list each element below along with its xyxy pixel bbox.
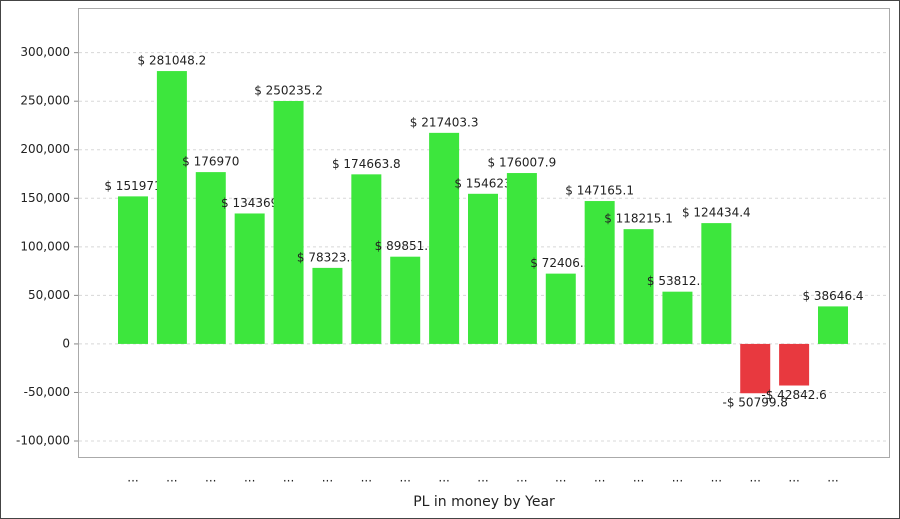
value-label: $ 281048.2 [138, 54, 207, 68]
x-tick-label: ... [516, 471, 527, 485]
x-tick-label: ... [633, 471, 644, 485]
bar [623, 229, 654, 344]
bar [779, 343, 810, 386]
value-label: $ 38646.4 [802, 289, 863, 303]
value-label: $ 53812.5 [647, 274, 708, 288]
x-tick-label: ... [711, 471, 722, 485]
x-tick-label: ... [749, 471, 760, 485]
bar [312, 267, 343, 344]
bar [662, 291, 693, 344]
value-label: $ 118215.1 [604, 212, 673, 226]
value-label: $ 217403.3 [410, 115, 479, 129]
value-label: $ 72406.5 [530, 256, 591, 270]
value-label: $ 134369 [221, 196, 278, 210]
bar [429, 132, 460, 344]
x-tick-label: ... [205, 471, 216, 485]
value-label: $ 89851.5 [375, 239, 436, 253]
bar [818, 306, 848, 344]
x-tick-label: ... [672, 471, 683, 485]
value-label: $ 147165.1 [565, 184, 634, 198]
value-label: $ 154623 [454, 176, 511, 190]
value-label: $ 176007.9 [488, 156, 557, 170]
x-tick-label: ... [477, 471, 488, 485]
y-tick-label: 0 [62, 336, 70, 350]
bar [506, 173, 537, 344]
x-tick-label: ... [399, 471, 410, 485]
x-axis-title: PL in money by Year [413, 494, 555, 510]
bar [701, 223, 732, 344]
y-tick-label: 100,000 [20, 239, 70, 253]
x-tick-label: ... [244, 471, 255, 485]
bar [273, 100, 304, 344]
x-tick-label: ... [438, 471, 449, 485]
value-label: $ 78323.5 [297, 250, 358, 264]
y-tick-label: 250,000 [20, 94, 70, 108]
y-tick-label: 50,000 [28, 288, 70, 302]
bar [390, 256, 421, 344]
x-tick-label: ... [594, 471, 605, 485]
value-label: $ 250235.2 [254, 83, 323, 97]
y-tick-label: -50,000 [24, 385, 70, 399]
value-label: -$ 42842.6 [761, 388, 826, 402]
x-tick-label: ... [555, 471, 566, 485]
x-tick-label: ... [827, 471, 838, 485]
x-tick-label: ... [127, 471, 138, 485]
y-tick-label: 150,000 [20, 191, 70, 205]
value-label: -$ 50799.8 [723, 396, 788, 410]
value-label: $ 124434.4 [682, 206, 751, 220]
x-tick-label: ... [283, 471, 294, 485]
bar [234, 213, 265, 344]
bar [156, 71, 187, 344]
bar [118, 196, 148, 344]
y-tick-label: -100,000 [16, 434, 70, 448]
bar [740, 343, 771, 394]
y-tick-label: 300,000 [20, 45, 70, 59]
value-label: $ 176970 [182, 155, 239, 169]
x-tick-label: ... [322, 471, 333, 485]
x-tick-label: ... [788, 471, 799, 485]
value-label: $ 174663.8 [332, 157, 401, 171]
bar [584, 201, 615, 344]
x-tick-label: ... [361, 471, 372, 485]
bar [195, 172, 226, 344]
value-label: $ 151971 [104, 179, 161, 193]
x-tick-label: ... [166, 471, 177, 485]
bar [545, 273, 576, 344]
y-tick-label: 200,000 [20, 142, 70, 156]
bar [468, 193, 498, 344]
bar [351, 174, 382, 344]
